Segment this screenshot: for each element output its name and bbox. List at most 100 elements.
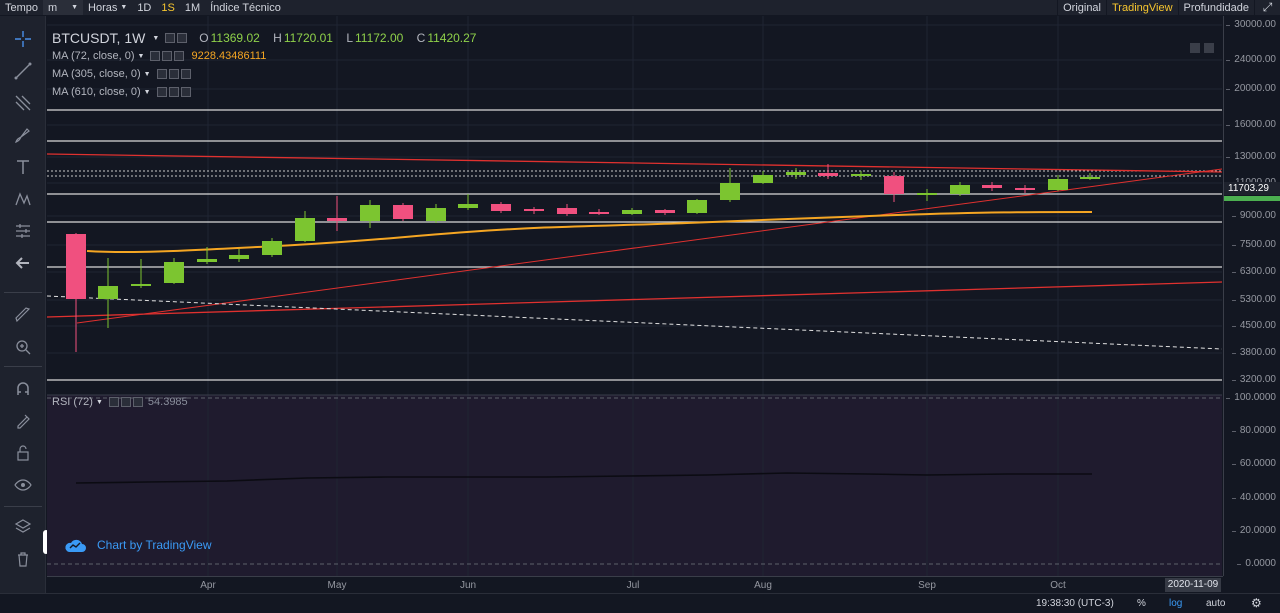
- trash-icon[interactable]: [10, 546, 36, 572]
- chevron-down-icon[interactable]: ▼: [152, 34, 160, 42]
- rsi-tick-label: 20.0000: [1231, 525, 1276, 536]
- candle-body: [131, 284, 151, 286]
- fib-tool-icon[interactable]: [10, 90, 36, 116]
- view-depth-button[interactable]: Profundidade: [1177, 0, 1254, 15]
- trend-line-icon[interactable]: [10, 58, 36, 84]
- close-icon[interactable]: [180, 69, 191, 79]
- hours-select[interactable]: Horas ▼: [83, 0, 132, 15]
- close-icon[interactable]: [132, 397, 143, 407]
- candle-body: [1015, 188, 1035, 190]
- toolbar-divider: [4, 292, 42, 293]
- settings-icon[interactable]: [168, 69, 179, 79]
- scroll-handle[interactable]: [43, 530, 49, 554]
- candle-body: [917, 193, 937, 195]
- interval-1s-button[interactable]: 1S: [161, 1, 175, 14]
- price-chart[interactable]: [47, 16, 1222, 576]
- chevron-down-icon[interactable]: ▼: [95, 398, 103, 406]
- candle-body: [524, 209, 544, 211]
- interval-select[interactable]: m ▼: [43, 0, 84, 15]
- price-scale[interactable]: 30000.00 24000.00 20000.00 16000.00 13000.00…: [1223, 16, 1280, 576]
- chevron-down-icon[interactable]: ▼: [143, 70, 151, 78]
- drawing-toolbar: [0, 16, 46, 613]
- unlock-icon[interactable]: [10, 440, 36, 466]
- hours-label: Horas: [88, 1, 118, 14]
- chart-pane[interactable]: [47, 16, 1222, 576]
- interval-1d-button[interactable]: 1D: [137, 1, 152, 14]
- price-tick-label: 7500.00: [1231, 239, 1276, 250]
- candle-body: [295, 218, 315, 241]
- time-tick-label: Jul: [626, 580, 640, 591]
- clock-readout: 19:38:30 (UTC-3): [1036, 598, 1114, 609]
- rsi-label[interactable]: RSI (72): [52, 396, 93, 408]
- brush-icon[interactable]: [10, 122, 36, 148]
- settings-icon[interactable]: [165, 33, 176, 43]
- chevron-down-icon: ▼: [120, 4, 128, 11]
- close-icon[interactable]: [177, 33, 188, 43]
- eye-icon[interactable]: [108, 397, 119, 407]
- open-label: O: [199, 31, 209, 45]
- top-toolbar: Tempo m ▼ Horas ▼ 1D 1S 1M Índice Técnic…: [0, 0, 1280, 15]
- tradingview-watermark[interactable]: Chart by TradingView: [63, 537, 212, 553]
- candle-body: [393, 205, 413, 219]
- close-icon[interactable]: [174, 51, 185, 61]
- eye-icon[interactable]: [156, 69, 167, 79]
- interval-1m-button[interactable]: 1M: [184, 1, 201, 14]
- layers-icon[interactable]: [10, 514, 36, 540]
- zoom-in-icon[interactable]: [10, 334, 36, 360]
- percent-toggle[interactable]: %: [1137, 598, 1146, 609]
- fullscreen-icon[interactable]: ⤢: [1254, 0, 1280, 15]
- price-tick-label: 4500.00: [1231, 320, 1276, 331]
- time-scale[interactable]: Apr May Jun Jul Aug Sep Oct 2020-11-09: [47, 576, 1223, 593]
- close-value: 11420.27: [427, 31, 477, 45]
- view-tradingview-button[interactable]: TradingView: [1106, 0, 1178, 15]
- auto-toggle[interactable]: auto: [1206, 598, 1226, 609]
- ma72-label[interactable]: MA (72, close, 0): [52, 50, 135, 62]
- ma610-label[interactable]: MA (610, close, 0): [52, 86, 141, 98]
- crosshair-icon[interactable]: [10, 26, 36, 52]
- settings-icon[interactable]: [162, 51, 173, 61]
- magnet-icon[interactable]: [10, 376, 36, 402]
- high-label: H: [273, 31, 282, 45]
- candle-body: [1080, 177, 1100, 179]
- chevron-down-icon: ▼: [71, 4, 79, 11]
- eye-icon[interactable]: [156, 87, 167, 97]
- interval-select-value: m: [48, 1, 58, 14]
- view-original-button[interactable]: Original: [1057, 0, 1106, 15]
- indicators-button[interactable]: Índice Técnico: [210, 1, 281, 14]
- ma305-label[interactable]: MA (305, close, 0): [52, 68, 141, 80]
- pattern-icon[interactable]: [10, 186, 36, 212]
- chevron-down-icon[interactable]: ▼: [143, 88, 151, 96]
- candle-body: [426, 208, 446, 221]
- candle-body: [884, 176, 904, 194]
- symbol-title[interactable]: BTCUSDT, 1W: [52, 30, 146, 46]
- lock-drawing-icon[interactable]: [10, 408, 36, 434]
- candle-body: [164, 262, 184, 283]
- settings-icon[interactable]: [168, 87, 179, 97]
- rsi-value: 54.3985: [147, 396, 188, 408]
- close-label: C: [416, 31, 426, 45]
- pane-maximize-icon[interactable]: [1204, 43, 1214, 53]
- time-cursor-label: 2020-11-09: [1165, 578, 1221, 592]
- log-toggle[interactable]: log: [1169, 598, 1183, 609]
- pane-down-icon[interactable]: [1190, 43, 1200, 53]
- ruler-icon[interactable]: [10, 302, 36, 328]
- low-value: 11172.00: [355, 31, 404, 45]
- toolbar-divider: [4, 506, 42, 507]
- eye-icon[interactable]: [150, 51, 161, 61]
- rsi-tick-label: 0.0000: [1237, 558, 1276, 569]
- close-icon[interactable]: [180, 87, 191, 97]
- prediction-icon[interactable]: [10, 218, 36, 244]
- chevron-down-icon[interactable]: ▼: [137, 52, 145, 60]
- gear-icon[interactable]: ⚙: [1251, 596, 1262, 610]
- open-value: 11369.02: [210, 31, 260, 45]
- cloud-icon: [65, 539, 86, 552]
- back-arrow-icon[interactable]: [10, 250, 36, 276]
- trend-line: [47, 153, 1222, 173]
- eye-icon[interactable]: [10, 472, 36, 498]
- candle-body: [66, 234, 86, 299]
- price-tick-label: 6300.00: [1231, 266, 1276, 277]
- candle-body: [458, 204, 478, 208]
- settings-icon[interactable]: [120, 397, 131, 407]
- candle-body: [98, 286, 118, 299]
- text-icon[interactable]: [10, 154, 36, 180]
